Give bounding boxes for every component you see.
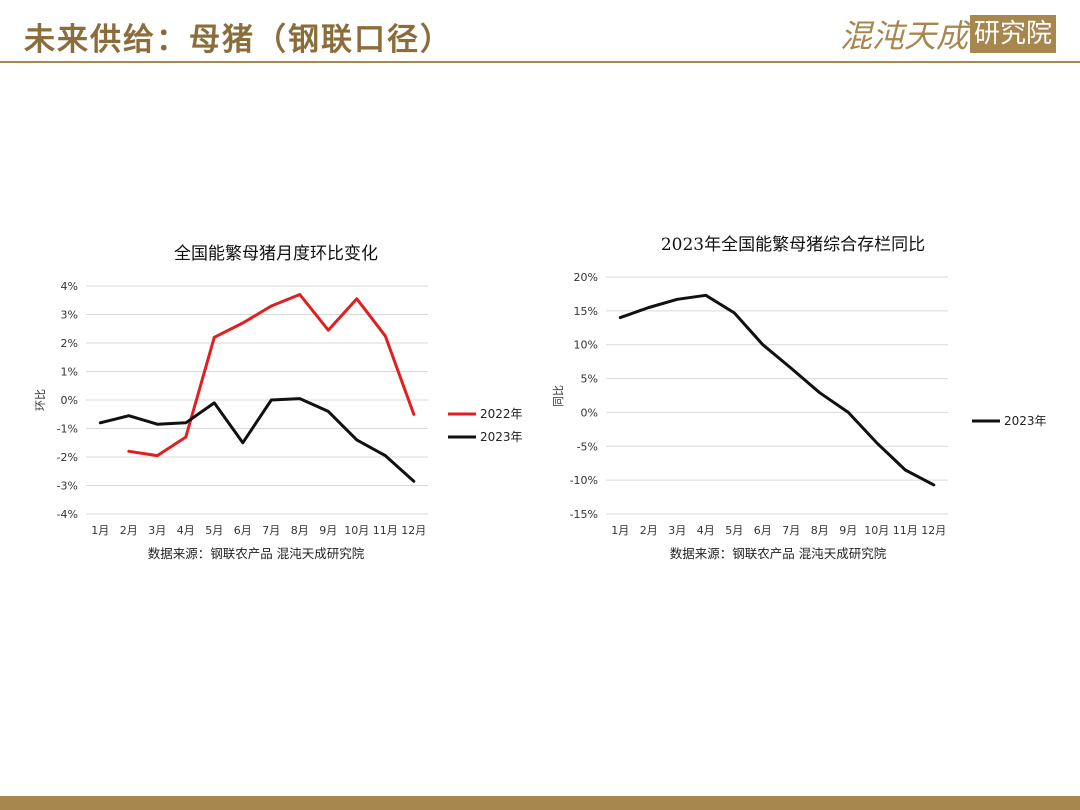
series-line-2023年 [98, 397, 416, 483]
chart-title: 全国能繁母猪月度环比变化 [174, 244, 378, 264]
title-divider [0, 61, 1080, 63]
x-tick-label: 2月 [640, 524, 658, 537]
x-tick-label: 9月 [319, 524, 337, 537]
x-tick-label: 4月 [177, 524, 195, 537]
y-tick-label: -10% [570, 474, 598, 487]
x-tick-label: 5月 [725, 524, 743, 537]
y-tick-label: -15% [570, 508, 598, 521]
x-tick-label: 9月 [839, 524, 857, 537]
slide-title: 未来供给：母猪（钢联口径） [24, 22, 453, 58]
y-tick-label: 20% [574, 271, 598, 284]
y-tick-label: -3% [57, 480, 78, 493]
x-tick-label: 7月 [262, 524, 280, 537]
source-note: 数据来源：钢联农产品 混沌天成研究院 [148, 546, 365, 561]
x-tick-label: 4月 [697, 524, 715, 537]
brand-logo: 混沌天成 研究院 [840, 12, 1056, 56]
x-tick-label: 3月 [148, 524, 166, 537]
x-tick-label: 1月 [611, 524, 629, 537]
series-line-2023年 [618, 293, 936, 487]
legend-label: 2023年 [1004, 414, 1047, 428]
y-axis-label: 同比 [552, 385, 565, 407]
brand-name: 混沌天成 [839, 17, 968, 55]
x-tick-label: 5月 [205, 524, 223, 537]
y-tick-label: 0% [581, 406, 598, 419]
y-tick-label: 1% [61, 366, 78, 379]
y-tick-label: 4% [61, 280, 78, 293]
source-note: 数据来源：钢联农产品 混沌天成研究院 [670, 546, 887, 561]
y-tick-label: -5% [577, 440, 598, 453]
chart-title: 2023年全国能繁母猪综合存栏同比 [661, 235, 925, 255]
x-tick-label: 11月 [373, 524, 398, 537]
x-tick-label: 10月 [864, 524, 889, 537]
x-tick-label: 7月 [782, 524, 800, 537]
brand-box: 研究院 [969, 15, 1056, 53]
y-tick-label: 2% [61, 337, 78, 350]
y-tick-label: 5% [581, 373, 598, 386]
legend-label: 2022年 [480, 407, 523, 421]
x-tick-label: 2月 [120, 524, 138, 537]
y-tick-label: -1% [57, 423, 78, 436]
y-tick-label: -2% [57, 451, 78, 464]
footer-bar [0, 796, 1080, 810]
y-tick-label: -4% [57, 508, 78, 521]
x-tick-label: 8月 [811, 524, 829, 537]
x-tick-label: 11月 [893, 524, 918, 537]
x-tick-label: 12月 [921, 524, 946, 537]
y-tick-label: 10% [574, 339, 598, 352]
x-tick-label: 10月 [344, 524, 369, 537]
series-line-2022年 [127, 293, 416, 458]
y-tick-label: 15% [574, 305, 598, 318]
y-tick-label: 3% [61, 309, 78, 322]
y-axis-label: 环比 [34, 389, 47, 411]
y-tick-label: 0% [61, 394, 78, 407]
x-tick-label: 6月 [234, 524, 252, 537]
x-tick-label: 3月 [668, 524, 686, 537]
x-tick-label: 1月 [91, 524, 109, 537]
x-tick-label: 6月 [754, 524, 772, 537]
x-tick-label: 12月 [401, 524, 426, 537]
x-tick-label: 8月 [291, 524, 309, 537]
legend-label: 2023年 [480, 430, 523, 444]
